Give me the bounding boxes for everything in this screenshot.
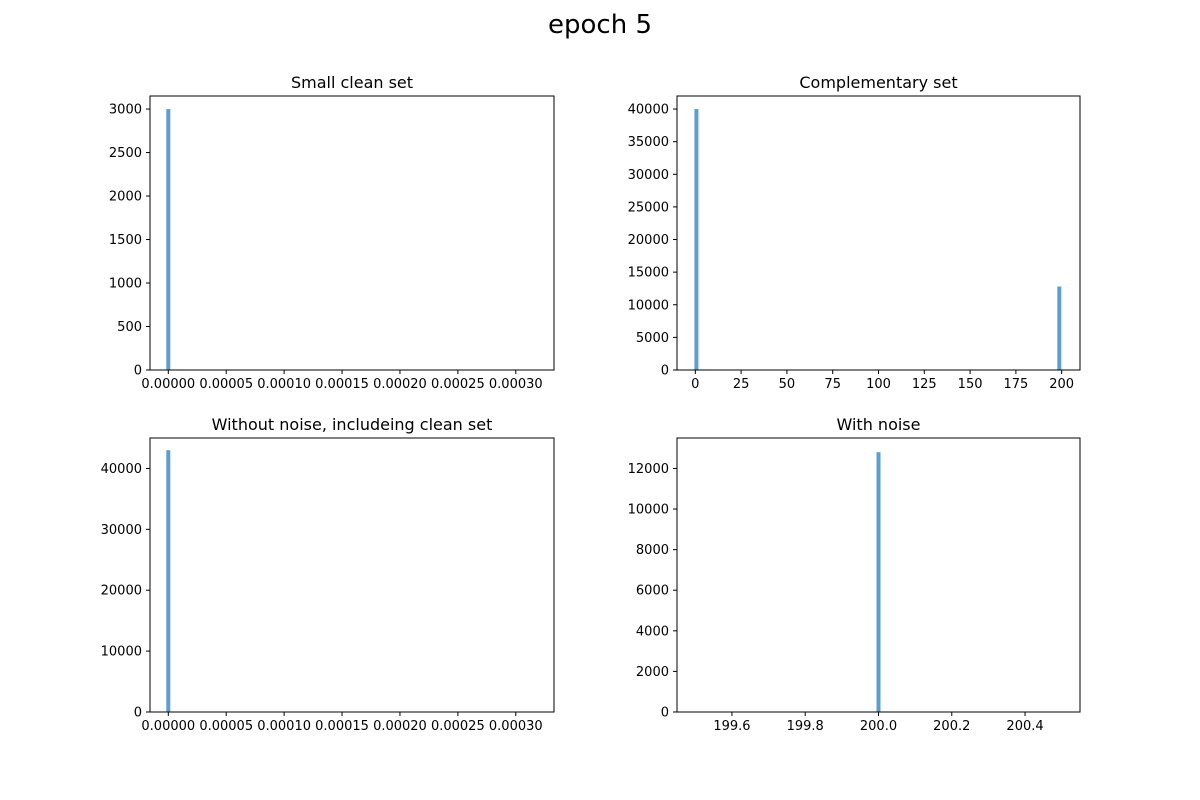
x-tick-label: 0.00020 [373, 377, 427, 392]
x-tick-label: 199.6 [713, 719, 750, 734]
x-tick-label: 0.00010 [257, 377, 311, 392]
subplot-2: 0 25 50 75 100 125 150 175 200 0 5000 10000 15000 200… [628, 73, 1081, 392]
x-tick-label: 0 [691, 377, 699, 392]
y-tick-label: 2000 [109, 190, 142, 205]
y-tick-label: 0 [134, 706, 142, 721]
subplot-3: 0.00000 0.00005 0.00010 0.00015 0.00020 0.000… [101, 415, 555, 734]
y-tick-label: 10000 [101, 645, 142, 660]
x-tick-label: 50 [779, 377, 796, 392]
subplot-title: Complementary set [799, 73, 957, 92]
x-tick-label: 0.00000 [141, 377, 195, 392]
x-tick-label: 0.00005 [199, 719, 253, 734]
histogram-bar [876, 452, 881, 712]
y-tick-label: 20000 [101, 584, 142, 599]
histogram-bar [166, 450, 171, 712]
x-tick-label: 199.8 [787, 719, 824, 734]
x-tick-label: 200.0 [860, 719, 897, 734]
subplot-4: 199.6 199.8 200.0 200.2 200.4 0 2000 4000 6000 80… [628, 415, 1081, 734]
y-tick-label: 2000 [636, 665, 669, 680]
subplot-title: Without noise, includeing clean set [212, 415, 493, 434]
x-tick-label: 150 [958, 377, 983, 392]
y-tick-label: 35000 [628, 135, 669, 150]
x-tick-label: 0.00025 [431, 377, 485, 392]
axes-frame [149, 437, 555, 713]
y-tick-label: 10000 [628, 503, 669, 518]
x-tick-label: 100 [866, 377, 891, 392]
x-tick-label: 0.00015 [315, 719, 369, 734]
x-tick-label: 0.00015 [315, 377, 369, 392]
y-tick-label: 30000 [628, 168, 669, 183]
histogram-bar [166, 109, 171, 371]
x-tick-label: 200.2 [933, 719, 970, 734]
histogram-bar [1057, 286, 1062, 370]
y-tick-label: 5000 [636, 331, 669, 346]
x-tick-label: 200 [1049, 377, 1074, 392]
y-tick-label: 3000 [109, 103, 142, 118]
x-tick-label: 125 [912, 377, 937, 392]
subplot-title: Small clean set [291, 73, 413, 92]
y-tick-label: 1000 [109, 277, 142, 292]
x-tick-label: 0.00005 [199, 377, 253, 392]
axes-frame [149, 95, 555, 371]
y-tick-label: 0 [134, 364, 142, 379]
figure-title: epoch 5 [548, 10, 652, 40]
histogram-bar [694, 109, 699, 371]
y-tick-label: 1500 [109, 233, 142, 248]
y-tick-label: 500 [117, 320, 142, 335]
y-tick-label: 2500 [109, 146, 142, 161]
y-tick-label: 40000 [101, 462, 142, 477]
x-tick-label: 0.00030 [489, 719, 543, 734]
y-tick-label: 15000 [628, 266, 669, 281]
y-tick-label: 25000 [628, 200, 669, 215]
axes-frame [676, 95, 1081, 371]
y-tick-label: 10000 [628, 298, 669, 313]
y-tick-label: 4000 [636, 624, 669, 639]
x-tick-label: 75 [824, 377, 841, 392]
x-tick-label: 0.00025 [431, 719, 485, 734]
y-tick-label: 0 [661, 364, 669, 379]
x-tick-label: 175 [1003, 377, 1028, 392]
x-tick-label: 0.00000 [141, 719, 195, 734]
y-tick-label: 40000 [628, 103, 669, 118]
y-tick-label: 8000 [636, 543, 669, 558]
x-tick-label: 25 [733, 377, 750, 392]
x-tick-label: 0.00020 [373, 719, 427, 734]
y-tick-label: 0 [661, 706, 669, 721]
x-tick-label: 0.00010 [257, 719, 311, 734]
x-tick-label: 0.00030 [489, 377, 543, 392]
subplot-title: With noise [837, 415, 921, 434]
y-tick-label: 6000 [636, 584, 669, 599]
y-tick-label: 20000 [628, 233, 669, 248]
subplot-1: 0.00000 0.00005 0.00010 0.00015 0.00020 0.000… [109, 73, 555, 392]
y-tick-label: 30000 [101, 523, 142, 538]
x-tick-label: 200.4 [1006, 719, 1043, 734]
y-tick-label: 12000 [628, 462, 669, 477]
